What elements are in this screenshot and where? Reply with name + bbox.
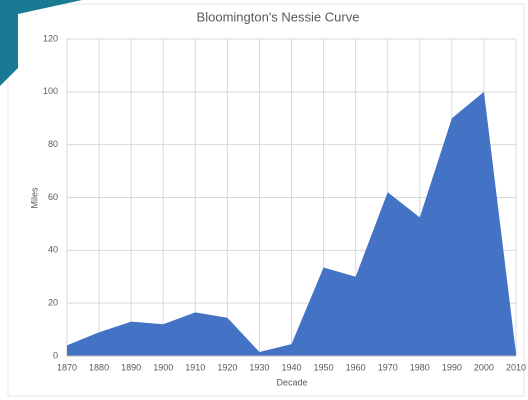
y-tick-label: 0 <box>53 350 58 360</box>
x-tick-label: 1890 <box>121 362 141 372</box>
y-tick-label: 60 <box>48 192 58 202</box>
x-tick-label: 1870 <box>57 362 77 372</box>
x-tick-label: 1910 <box>185 362 205 372</box>
chart-border <box>7 3 525 397</box>
chart-title: Bloomington's Nessie Curve <box>197 9 360 24</box>
x-tick-label: 1920 <box>217 362 237 372</box>
x-tick-label: 1960 <box>346 362 366 372</box>
y-tick-label: 120 <box>43 33 58 43</box>
y-tick-label: 40 <box>48 245 58 255</box>
x-tick-label: 1880 <box>89 362 109 372</box>
x-tick-label: 2010 <box>506 362 526 372</box>
y-tick-label: 100 <box>43 86 58 96</box>
x-tick-label: 1930 <box>249 362 269 372</box>
x-tick-label: 1950 <box>314 362 334 372</box>
x-tick-label: 1900 <box>153 362 173 372</box>
x-axis-label: Decade <box>276 377 307 387</box>
x-tick-label: 1980 <box>410 362 430 372</box>
y-tick-label: 20 <box>48 298 58 308</box>
corner-decoration <box>0 0 82 86</box>
x-tick-label: 1940 <box>281 362 301 372</box>
y-tick-label: 80 <box>48 139 58 149</box>
area <box>67 91 516 356</box>
x-tick-label: 1990 <box>442 362 462 372</box>
y-axis-label: Miles <box>29 187 39 209</box>
x-tick-label: 2000 <box>474 362 494 372</box>
x-tick-label: 1970 <box>378 362 398 372</box>
